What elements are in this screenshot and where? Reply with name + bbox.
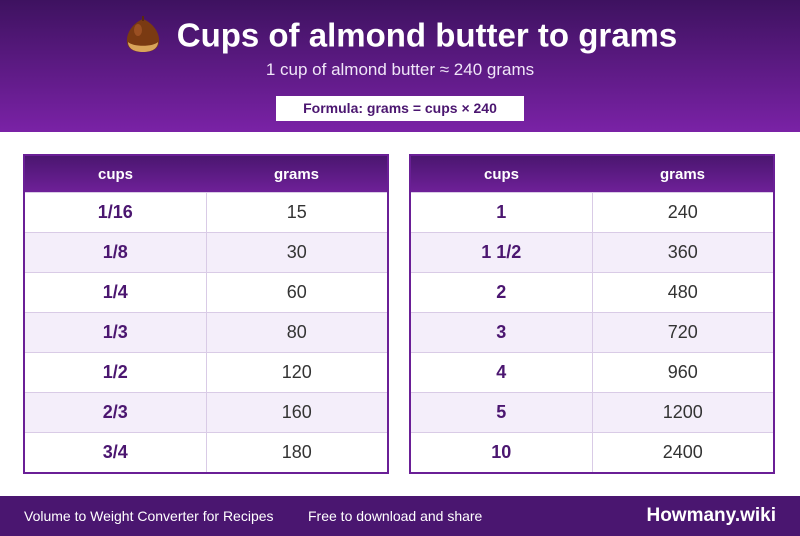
title: Cups of almond butter to grams bbox=[176, 16, 678, 54]
column-header: grams bbox=[206, 155, 388, 193]
column-header: cups bbox=[24, 155, 206, 193]
table-row: 2 480 bbox=[409, 272, 775, 313]
formula: Formula: grams = cups × 240 bbox=[276, 96, 524, 121]
table-row: 1/16 15 bbox=[23, 192, 389, 233]
grams-cell: 720 bbox=[591, 312, 775, 353]
grams-cell: 180 bbox=[205, 432, 389, 474]
grams-cell: 960 bbox=[591, 352, 775, 393]
brand: Howmany.wiki bbox=[646, 505, 776, 526]
subtitle: 1 cup of almond butter ≈ 240 grams bbox=[265, 60, 535, 79]
column-header: grams bbox=[592, 155, 774, 193]
cups-cell: 2/3 bbox=[23, 392, 207, 433]
grams-cell: 1200 bbox=[591, 392, 775, 433]
table-body: cups grams 1 240 1 1/2 360 2 480 3 720 4 960 5 1200 10… bbox=[409, 155, 775, 474]
chestnut-icon bbox=[126, 16, 159, 53]
header-row: cups grams bbox=[24, 155, 388, 193]
table-body: cups grams 1/16 15 1/8 30 1/4 60 1/3 80 1/2 120 2/3 1… bbox=[23, 155, 389, 474]
cups-cell: 1/2 bbox=[23, 352, 207, 393]
cups-cell: 1/3 bbox=[23, 312, 207, 353]
cups-cell: 3 bbox=[409, 312, 593, 353]
table-row: 5 1200 bbox=[409, 392, 775, 433]
table-row: 1/3 80 bbox=[23, 312, 389, 353]
cups-cell: 4 bbox=[409, 352, 593, 393]
table-row: 1/4 60 bbox=[23, 272, 389, 313]
table-row: 1 240 bbox=[409, 192, 775, 233]
table-row: 3 720 bbox=[409, 312, 775, 353]
table-row: 1/8 30 bbox=[23, 232, 389, 273]
cups-cell: 2 bbox=[409, 272, 593, 313]
cups-cell: 1 1/2 bbox=[409, 232, 593, 273]
title-row: Cups of almond butter to grams bbox=[0, 14, 800, 55]
header-row: cups grams bbox=[410, 155, 774, 193]
cups-cell: 1/16 bbox=[23, 192, 207, 233]
grams-cell: 15 bbox=[205, 192, 389, 233]
table-row: 1 1/2 360 bbox=[409, 232, 775, 273]
table-row: 1/2 120 bbox=[23, 352, 389, 393]
cups-cell: 3/4 bbox=[23, 432, 207, 474]
cups-cell: 5 bbox=[409, 392, 593, 433]
grams-cell: 120 bbox=[205, 352, 389, 393]
cups-cell: 1 bbox=[409, 192, 593, 233]
cups-cell: 10 bbox=[409, 432, 593, 474]
grams-cell: 80 bbox=[205, 312, 389, 353]
grams-cell: 30 bbox=[205, 232, 389, 273]
conversion-table: cups grams 1/16 15 1/8 30 1/4 60 1/3 80 1/2 120 2/3 1… bbox=[23, 154, 389, 474]
table-row: 10 2400 bbox=[409, 432, 775, 474]
grams-cell: 60 bbox=[205, 272, 389, 313]
table-row: 4 960 bbox=[409, 352, 775, 393]
grams-cell: 240 bbox=[591, 192, 775, 233]
footer: Volume to Weight Converter for Recipes F… bbox=[0, 496, 800, 536]
grams-cell: 480 bbox=[591, 272, 775, 313]
grams-cell: 360 bbox=[591, 232, 775, 273]
cups-cell: 1/4 bbox=[23, 272, 207, 313]
cups-cell: 1/8 bbox=[23, 232, 207, 273]
grams-cell: 2400 bbox=[591, 432, 775, 474]
header: Cups of almond butter to grams 1 cup of … bbox=[0, 0, 800, 132]
footer-text: Volume to Weight Converter for Recipes bbox=[24, 508, 274, 524]
footer-text: Free to download and share bbox=[308, 508, 483, 524]
column-header: cups bbox=[410, 155, 592, 193]
table-row: 2/3 160 bbox=[23, 392, 389, 433]
grams-cell: 160 bbox=[205, 392, 389, 433]
table-row: 3/4 180 bbox=[23, 432, 389, 474]
conversion-table: cups grams 1 240 1 1/2 360 2 480 3 720 4 960 5 1200 10… bbox=[409, 154, 775, 474]
